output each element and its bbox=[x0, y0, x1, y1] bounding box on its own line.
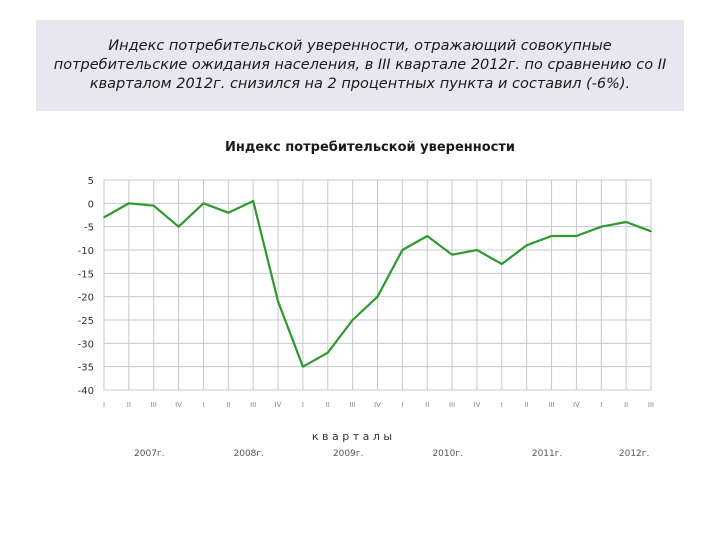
data-point bbox=[351, 319, 354, 321]
x-tick-label: III bbox=[151, 401, 157, 409]
series-line-group bbox=[103, 199, 652, 368]
data-point bbox=[525, 244, 528, 247]
data-point bbox=[476, 249, 478, 251]
y-tick-label: -10 bbox=[78, 246, 94, 257]
x-tick-label: II bbox=[425, 401, 429, 409]
grid-lines bbox=[103, 179, 652, 391]
x-tick-label: II bbox=[525, 401, 529, 409]
x-tick-label: III bbox=[250, 401, 256, 409]
x-tick-label: IV bbox=[474, 401, 481, 409]
y-tick-label: -30 bbox=[78, 339, 94, 350]
data-point bbox=[252, 200, 254, 202]
x-tick-label: I bbox=[401, 401, 403, 409]
x-tick-labels: I II III IV I II III IV I II III IV I II III IV I II III IV… bbox=[103, 401, 654, 409]
data-point bbox=[326, 351, 329, 354]
x-axis-label: к в а р т а л ы bbox=[312, 430, 392, 443]
data-point bbox=[177, 225, 180, 228]
data-point bbox=[277, 300, 279, 303]
x-tick-label: III bbox=[648, 401, 654, 409]
x-tick-label: II bbox=[127, 401, 131, 409]
data-point bbox=[625, 221, 627, 223]
y-tick-label: -35 bbox=[78, 363, 94, 374]
x-tick-label: I bbox=[302, 401, 304, 409]
year-label: 2010г. bbox=[432, 449, 463, 459]
data-point bbox=[575, 235, 578, 237]
x-tick-label: I bbox=[600, 401, 602, 409]
y-tick-label: -20 bbox=[78, 293, 94, 304]
caption-text: Индекс потребительской уверенности, отра… bbox=[53, 38, 667, 92]
year-label: 2012г. bbox=[619, 449, 650, 459]
x-tick-label: IV bbox=[573, 401, 580, 409]
data-point bbox=[302, 365, 304, 368]
y-tick-label: 0 bbox=[88, 199, 94, 210]
chart-title: Индекс потребительской уверенности bbox=[225, 140, 515, 155]
x-tick-label: IV bbox=[275, 401, 282, 409]
x-tick-label: III bbox=[350, 401, 356, 409]
x-tick-label: II bbox=[624, 401, 628, 409]
year-label: 2008г. bbox=[234, 449, 265, 459]
caption-box: Индекс потребительской уверенности, отра… bbox=[36, 20, 684, 111]
x-tick-label: I bbox=[103, 401, 105, 409]
data-point bbox=[152, 204, 155, 207]
data-point bbox=[426, 235, 429, 237]
x-tick-label: II bbox=[326, 401, 330, 409]
x-tick-label: III bbox=[449, 401, 455, 409]
y-tick-label: -15 bbox=[78, 269, 94, 280]
data-point bbox=[103, 216, 105, 219]
year-label: 2007г. bbox=[134, 449, 165, 459]
x-tick-label: II bbox=[226, 401, 230, 409]
data-point bbox=[550, 235, 553, 237]
year-label: 2009г. bbox=[333, 449, 364, 459]
x-tick-label: I bbox=[501, 401, 503, 409]
y-tick-label: -25 bbox=[78, 316, 94, 327]
data-point bbox=[451, 253, 453, 256]
year-label: 2011г. bbox=[532, 449, 563, 459]
data-point bbox=[401, 249, 404, 251]
x-tick-label: IV bbox=[175, 401, 182, 409]
data-point bbox=[650, 230, 652, 233]
y-tick-labels: 5 0 -5 -10 -15 -20 -25 -30 -35 -40 bbox=[78, 176, 94, 397]
data-point bbox=[501, 263, 503, 265]
x-tick-label: III bbox=[548, 401, 554, 409]
y-tick-label: 5 bbox=[88, 176, 94, 187]
year-labels: 2007г. 2008г. 2009г. 2010г. 2011г. 2012г. bbox=[134, 449, 649, 459]
data-point bbox=[600, 225, 603, 228]
data-point bbox=[227, 211, 230, 214]
data-point bbox=[128, 202, 130, 205]
x-tick-label: I bbox=[202, 401, 204, 409]
y-tick-label: -40 bbox=[78, 386, 94, 397]
data-point bbox=[202, 202, 205, 205]
x-tick-label: IV bbox=[374, 401, 381, 409]
y-tick-label: -5 bbox=[84, 223, 94, 234]
data-point bbox=[376, 295, 379, 298]
